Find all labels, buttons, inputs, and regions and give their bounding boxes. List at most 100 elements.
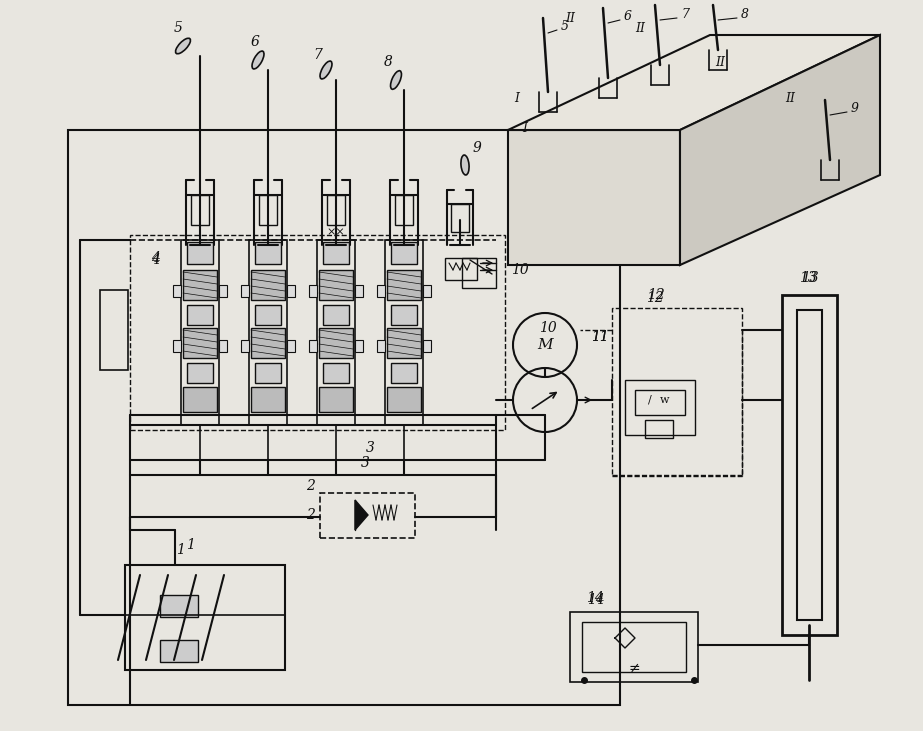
Bar xyxy=(323,305,349,325)
Ellipse shape xyxy=(390,71,402,89)
Text: 13: 13 xyxy=(801,271,819,285)
Polygon shape xyxy=(508,35,880,130)
Text: 3: 3 xyxy=(366,441,375,455)
Text: 13: 13 xyxy=(799,271,817,285)
Bar xyxy=(391,363,417,383)
Bar xyxy=(181,240,219,425)
Bar xyxy=(797,310,822,620)
Bar xyxy=(241,340,249,352)
Text: 5: 5 xyxy=(561,20,569,32)
Polygon shape xyxy=(508,130,680,265)
Text: 14: 14 xyxy=(587,593,605,607)
Ellipse shape xyxy=(320,61,332,79)
Bar xyxy=(451,204,469,232)
Bar xyxy=(183,270,217,300)
Bar xyxy=(377,285,385,297)
Bar xyxy=(183,328,217,358)
Bar xyxy=(125,565,285,670)
Bar xyxy=(309,340,317,352)
Bar xyxy=(100,290,128,370)
Text: 10: 10 xyxy=(511,263,529,277)
Bar xyxy=(309,285,317,297)
Ellipse shape xyxy=(461,155,469,175)
Polygon shape xyxy=(680,35,880,265)
Text: ××: ×× xyxy=(327,227,345,237)
Text: 9: 9 xyxy=(473,141,482,155)
Bar xyxy=(255,305,281,325)
Bar xyxy=(187,363,213,383)
Bar xyxy=(259,195,277,225)
Bar xyxy=(219,285,227,297)
Text: 1: 1 xyxy=(175,543,185,557)
Bar xyxy=(183,387,217,412)
Bar xyxy=(187,305,213,325)
Text: М: М xyxy=(537,338,553,352)
Bar xyxy=(445,258,477,280)
Bar xyxy=(625,380,695,435)
Bar xyxy=(287,340,295,352)
Text: 11: 11 xyxy=(591,330,609,344)
Bar xyxy=(645,420,673,438)
Bar xyxy=(395,195,413,225)
Bar xyxy=(249,240,287,425)
Text: 12: 12 xyxy=(647,288,665,302)
Bar xyxy=(251,270,285,300)
Text: 11: 11 xyxy=(591,330,609,344)
Text: 9: 9 xyxy=(851,102,859,115)
Text: ≠: ≠ xyxy=(629,661,640,675)
Bar xyxy=(319,270,353,300)
Text: 3: 3 xyxy=(361,456,369,470)
Bar xyxy=(387,270,421,300)
Bar xyxy=(582,622,686,672)
Bar xyxy=(323,363,349,383)
Text: 5: 5 xyxy=(174,21,183,35)
Text: I: I xyxy=(514,91,520,105)
Bar xyxy=(387,387,421,412)
Text: 14: 14 xyxy=(586,591,604,605)
Text: I: I xyxy=(522,121,528,135)
Text: 8: 8 xyxy=(384,55,392,69)
Text: w: w xyxy=(660,395,670,405)
Bar xyxy=(187,242,213,264)
Bar xyxy=(130,235,505,430)
Bar xyxy=(387,328,421,358)
Bar xyxy=(355,285,363,297)
Bar xyxy=(385,240,423,425)
Text: 2: 2 xyxy=(306,479,315,493)
Text: II: II xyxy=(715,56,725,69)
Text: 4: 4 xyxy=(150,253,160,267)
Text: 7: 7 xyxy=(314,48,322,62)
Bar xyxy=(423,285,431,297)
Text: 8: 8 xyxy=(741,9,749,21)
Bar xyxy=(319,328,353,358)
Text: 6: 6 xyxy=(250,35,259,49)
Bar xyxy=(255,242,281,264)
Bar xyxy=(570,612,698,682)
Bar xyxy=(612,308,742,476)
Text: II: II xyxy=(635,21,645,34)
Text: 12: 12 xyxy=(646,291,664,305)
Text: 1: 1 xyxy=(186,538,195,552)
Bar xyxy=(782,295,837,635)
Bar xyxy=(160,640,198,662)
Text: 7: 7 xyxy=(681,9,689,21)
Ellipse shape xyxy=(175,38,190,54)
Bar xyxy=(423,340,431,352)
Bar xyxy=(241,285,249,297)
Bar xyxy=(319,387,353,412)
Ellipse shape xyxy=(252,51,264,69)
Polygon shape xyxy=(355,500,368,530)
Bar xyxy=(251,328,285,358)
Bar xyxy=(323,242,349,264)
Bar xyxy=(251,387,285,412)
Bar xyxy=(355,340,363,352)
Text: II: II xyxy=(785,91,795,105)
Bar xyxy=(391,242,417,264)
Bar xyxy=(255,363,281,383)
Bar xyxy=(462,258,496,288)
Bar xyxy=(320,493,415,538)
Text: II: II xyxy=(565,12,575,25)
Bar xyxy=(68,130,620,705)
Bar xyxy=(635,390,685,415)
Bar xyxy=(327,195,345,225)
